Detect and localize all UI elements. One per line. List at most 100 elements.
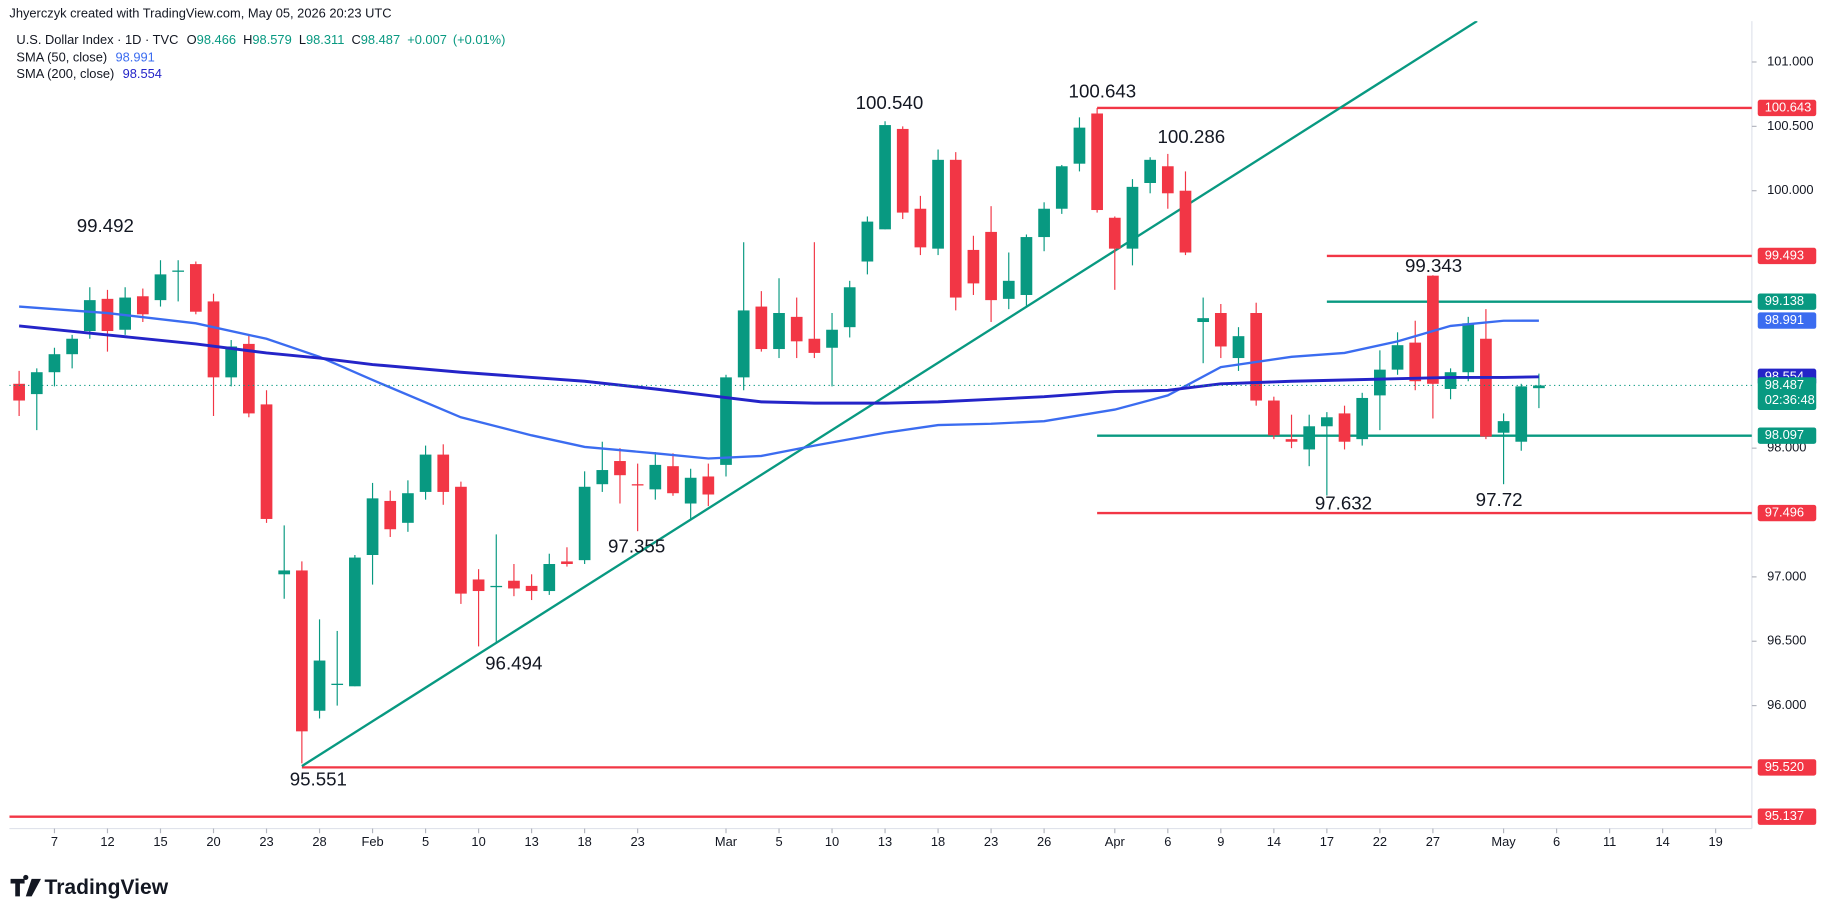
candle-body — [1267, 400, 1280, 436]
symbol-title: U.S. Dollar Index · 1D · TVC — [16, 32, 178, 47]
candle-body — [260, 404, 273, 519]
ohlc-letter: O — [187, 32, 197, 47]
logo-icon — [10, 874, 41, 897]
x-tick-label: 14 — [1655, 834, 1669, 849]
candle-body — [472, 579, 485, 592]
y-tick-label: 97.000 — [1767, 568, 1806, 583]
candle-body — [83, 300, 96, 332]
x-tick-label: 13 — [524, 834, 538, 849]
x-tick-label: 5 — [422, 834, 429, 849]
legend-sma50: SMA (50, close) 98.991 — [16, 50, 154, 65]
candle-body — [101, 298, 114, 332]
price-label: 98.487 — [1765, 377, 1804, 392]
x-tick-label: 23 — [630, 834, 644, 849]
candle-body — [1020, 237, 1033, 295]
price-annotation: 99.492 — [77, 215, 134, 236]
y-tick-label: 100.500 — [1767, 118, 1813, 133]
candle-body — [1356, 397, 1369, 440]
price-label: 99.138 — [1765, 293, 1804, 308]
candle-body — [278, 570, 291, 575]
x-tick-label: 6 — [1164, 834, 1171, 849]
candle-body — [649, 464, 662, 490]
candle-body — [1073, 127, 1086, 164]
candle-body — [561, 561, 573, 565]
x-tick-label: 5 — [775, 834, 782, 849]
x-tick-label: 23 — [259, 834, 273, 849]
candle-body — [66, 338, 78, 355]
logo-text: TradingView — [45, 876, 169, 899]
price-annotation: 100.643 — [1069, 80, 1137, 101]
candle-body — [985, 231, 997, 301]
candle-body — [826, 329, 838, 348]
candle-body — [1126, 186, 1139, 249]
ohlc-value: 98.311 — [306, 32, 344, 47]
price-label-box — [1757, 759, 1817, 776]
candle-body — [48, 354, 61, 373]
candle-body — [30, 372, 43, 395]
change: +0.007 — [407, 32, 447, 47]
price-annotation: 97.355 — [608, 536, 665, 557]
price-annotation: 96.494 — [485, 653, 542, 674]
candle-body — [1144, 159, 1156, 183]
legend-header: U.S. Dollar Index · 1D · TVC O98.466 H98… — [16, 32, 505, 47]
price-label: 97.496 — [1765, 504, 1804, 519]
candle-body — [419, 454, 432, 492]
legend-sma200: SMA (200, close) 98.554 — [16, 66, 162, 81]
x-tick-label: 9 — [1217, 834, 1224, 849]
candle-body — [1055, 166, 1068, 209]
candle-body — [1232, 336, 1245, 359]
candle-body — [1515, 386, 1528, 442]
axes: 101.000100.500100.00098.00097.00096.5009… — [51, 53, 1814, 849]
sma-line — [18, 324, 1539, 405]
x-tick-label: May — [1491, 834, 1516, 849]
candle-body — [207, 301, 220, 378]
candle-body — [1002, 280, 1015, 299]
candle-body — [172, 270, 185, 272]
candle-body — [1462, 323, 1475, 373]
candle-body — [384, 500, 397, 530]
price-annotation: 100.286 — [1158, 126, 1226, 147]
credit: Jhyerczyk created with TradingView.com, … — [9, 5, 391, 20]
candle-body — [896, 128, 909, 213]
candle-body — [596, 470, 609, 485]
x-tick-label: 15 — [153, 834, 167, 849]
countdown: 02:36:48 — [1765, 392, 1815, 407]
price-label-box — [1757, 312, 1817, 329]
candle-body — [932, 159, 944, 249]
x-tick-label: 23 — [984, 834, 998, 849]
candle-body — [1091, 113, 1103, 211]
x-tick-label: 13 — [878, 834, 892, 849]
x-tick-label: 18 — [931, 834, 945, 849]
ohlc-value: 98.579 — [252, 32, 291, 47]
candle-body — [914, 208, 927, 248]
candle-body — [1038, 208, 1050, 238]
x-tick-label: 17 — [1320, 834, 1334, 849]
candle-body — [1533, 385, 1545, 389]
x-tick-label: 10 — [825, 834, 839, 849]
candle-body — [755, 306, 768, 350]
candle-body — [861, 221, 874, 262]
price-label-box — [1757, 377, 1817, 411]
price-label-box — [1757, 293, 1817, 310]
candle-body — [1409, 342, 1422, 382]
candle-body — [508, 580, 520, 589]
x-tick-label: 20 — [206, 834, 220, 849]
ohlc-value: 98.487 — [361, 32, 400, 47]
price-annotation: 95.551 — [290, 768, 347, 789]
sma-line — [19, 305, 1539, 460]
ohlc-letter: C — [351, 32, 360, 47]
legend-name: SMA (200, close) — [16, 66, 114, 81]
candle-body — [808, 338, 821, 353]
x-tick-label: 11 — [1603, 834, 1616, 849]
price-annotation: 100.540 — [856, 92, 924, 113]
ohlc-value: 98.466 — [197, 32, 236, 47]
ohlc-letter: L — [299, 32, 306, 47]
candle-body — [1374, 369, 1386, 396]
candle-body — [1161, 166, 1174, 194]
candle-body — [119, 297, 131, 330]
candle-body — [790, 316, 803, 342]
candle-body — [1427, 275, 1439, 384]
candle-body — [667, 466, 679, 494]
candle-body — [331, 683, 344, 686]
